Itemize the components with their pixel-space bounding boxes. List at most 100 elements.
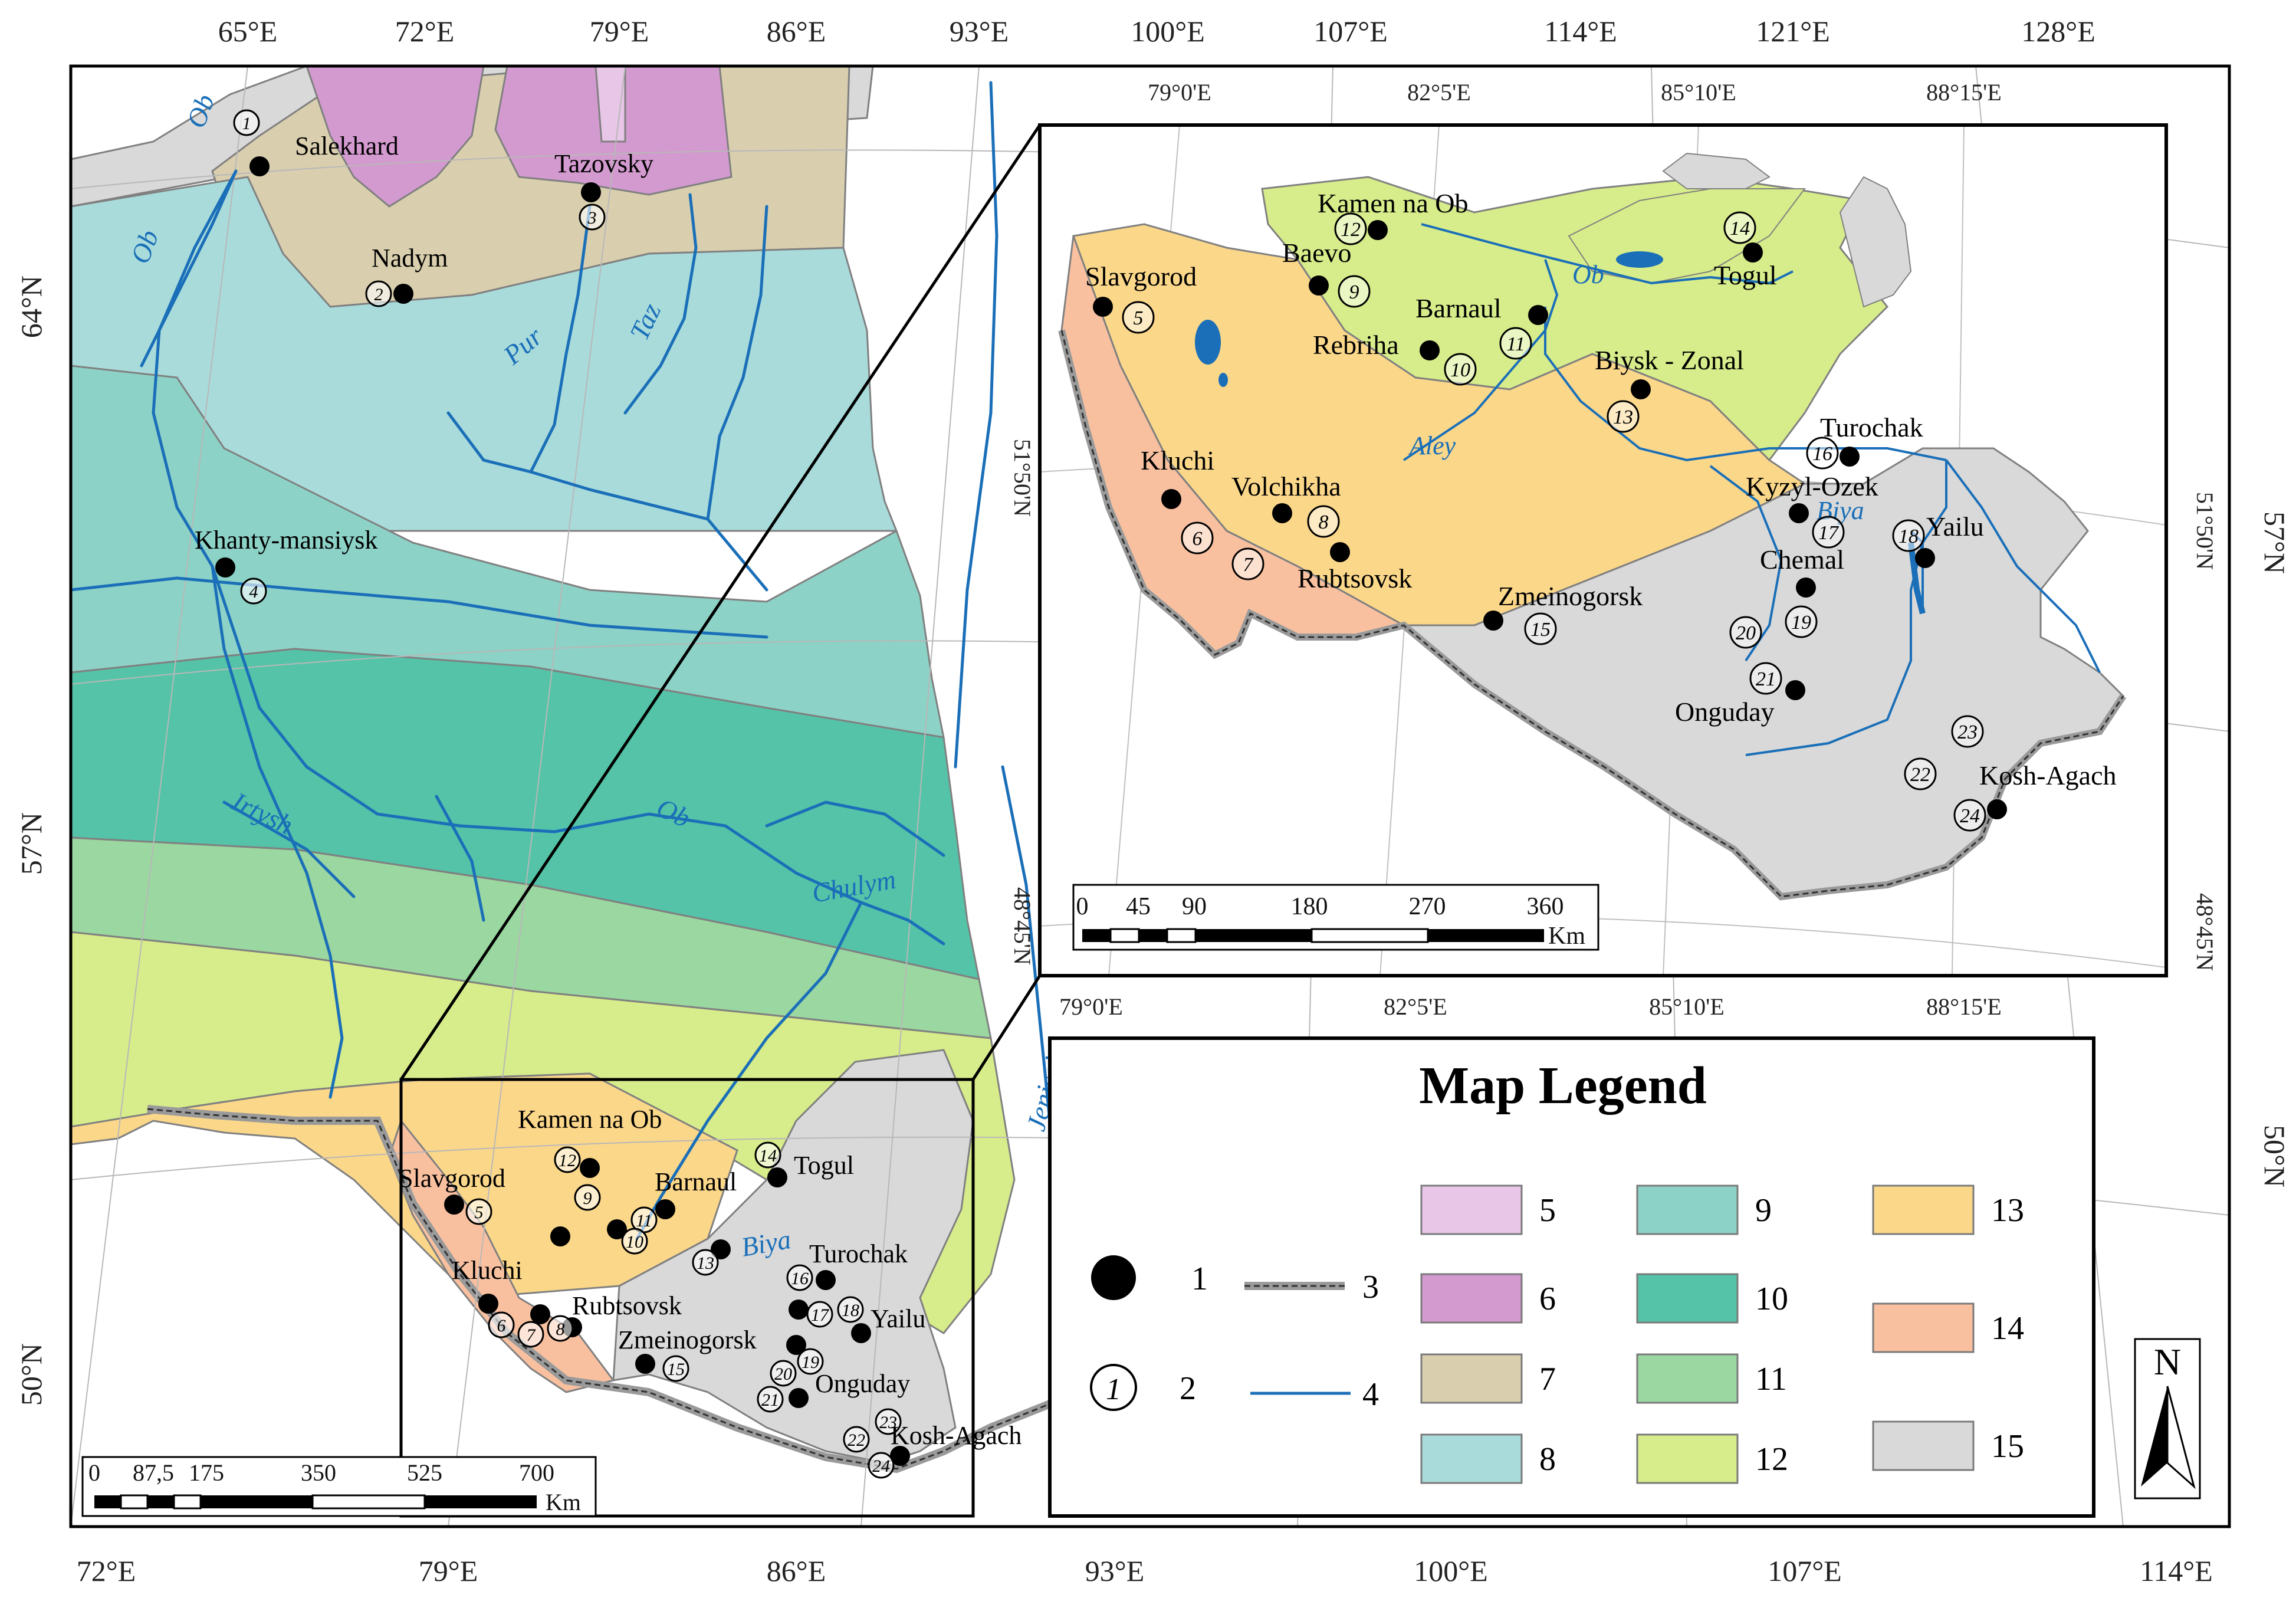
top-lon-label: 72°E <box>395 15 455 48</box>
place-number-circle <box>1231 547 1264 580</box>
bottom-lon-label: 107°E <box>1768 1554 1842 1587</box>
legend-swatch <box>1420 1353 1523 1404</box>
legend-label: 12 <box>1755 1441 1788 1478</box>
bottom-lon-label: 72°E <box>77 1554 136 1587</box>
legend-swatch <box>1872 1302 1975 1353</box>
inset-right-lat-label: 48°45'N <box>2192 893 2218 971</box>
inset-place: 13 Biysk - Zonal <box>1595 345 1744 433</box>
scale-tick-label: 350 <box>301 1459 336 1486</box>
place-number: 15 <box>667 1360 685 1379</box>
place-number-circle <box>754 1141 781 1169</box>
place-name: Yailu <box>1926 511 1984 542</box>
place-dot <box>1987 799 2007 819</box>
place-number: 6 <box>1193 528 1203 550</box>
main-place: 17 <box>789 1300 833 1328</box>
scale-tick-label: 525 <box>407 1459 442 1486</box>
place-number: 8 <box>1319 511 1329 533</box>
scale-unit: Km <box>546 1489 581 1515</box>
inset-place: 14 Togul <box>1714 211 1777 290</box>
place-dot <box>607 1219 627 1239</box>
place-number-circle <box>465 1198 492 1225</box>
inset-scale-tick-label: 0 <box>1076 893 1089 920</box>
north-arrow: N <box>2134 1338 2201 1499</box>
legend-label: 11 <box>1755 1361 1787 1397</box>
place-number-circle <box>1785 605 1818 638</box>
place-dot <box>635 1354 655 1374</box>
main-place: 18 Yailu <box>837 1296 925 1343</box>
place-dot <box>1272 503 1292 523</box>
place-name: Togul <box>794 1151 854 1180</box>
inset-top-lon-label: 79°0'E <box>1148 79 1211 106</box>
place-dot <box>1840 447 1860 467</box>
legend-item-class: 14 <box>1872 1302 2024 1353</box>
place-number-circle <box>621 1228 648 1255</box>
place-number-circle <box>240 577 267 605</box>
place-number: 24 <box>872 1456 890 1476</box>
main-place: Salekhard <box>249 132 399 176</box>
study-area-box <box>399 1078 975 1518</box>
place-number-circle <box>574 1184 601 1211</box>
place-name: Togul <box>1714 260 1777 290</box>
place-dot <box>1785 680 1805 700</box>
place-dot <box>1528 305 1548 325</box>
place-number-circle <box>1723 211 1756 244</box>
inset-top-lon-label: 88°15'E <box>1926 79 2002 106</box>
top-lon-label: 114°E <box>1544 15 1617 48</box>
place-dot <box>215 557 235 577</box>
zone-polygons <box>71 66 1016 1464</box>
place-number: 17 <box>811 1305 830 1325</box>
place-name: Volchikha <box>1231 471 1341 501</box>
place-number: 11 <box>636 1211 652 1231</box>
place-number: 5 <box>1134 307 1144 329</box>
legend-swatch <box>1636 1273 1739 1324</box>
place-number: 19 <box>1791 612 1811 634</box>
place-number-circle <box>554 1146 581 1173</box>
top-lon-label: 128°E <box>2021 15 2095 48</box>
place-dot <box>444 1195 464 1215</box>
inset-bottom-lon-label: 79°0'E <box>1059 993 1123 1020</box>
main-place: 21 <box>757 1386 784 1413</box>
legend-swatch <box>1636 1353 1739 1404</box>
place-name: Zmeinogorsk <box>618 1325 757 1354</box>
scale-tick-label: 700 <box>519 1459 554 1486</box>
place-number: 12 <box>559 1151 576 1170</box>
legend-item-class: 12 <box>1636 1433 1788 1484</box>
place-dot <box>1483 611 1503 631</box>
place-number-circle <box>488 1311 515 1338</box>
main-place: 3 Tazovsky <box>554 149 653 231</box>
place-number: 17 <box>1818 522 1840 544</box>
inset-top-lon-label: 82°5'E <box>1407 79 1471 106</box>
main-place: 8 Rubtsovsk <box>547 1291 682 1342</box>
place-number-circle <box>843 1426 870 1453</box>
place-dot <box>789 1300 809 1320</box>
top-lon-label: 93°E <box>950 15 1009 48</box>
place-dot <box>789 1388 809 1408</box>
bottom-lon-label: 100°E <box>1414 1554 1488 1587</box>
main-place: 12 Kamen na Ob <box>518 1105 662 1178</box>
bottom-lon-label: 114°E <box>2140 1554 2213 1587</box>
inset-place: 5 Slavgorod <box>1085 261 1197 334</box>
scale-tick-label: 87,5 <box>133 1459 174 1486</box>
legend-item-river-line: 4 <box>1250 1376 1379 1413</box>
place-number-circle <box>1122 301 1155 334</box>
main-place: 13 <box>692 1239 731 1276</box>
legend-item-class: 7 <box>1420 1353 1556 1404</box>
legend-item-class: 9 <box>1636 1184 1772 1235</box>
place-number-circle <box>1904 757 1937 790</box>
place-number-circle <box>770 1360 797 1387</box>
legend-swatch <box>1420 1433 1523 1484</box>
main-coordinate-labels: 65°E 72°E 79°E 86°E 93°E 100°E 107°E 114… <box>15 15 2291 1587</box>
place-number-circle <box>806 1301 833 1328</box>
place-number-circle <box>786 1264 813 1291</box>
place-number-circle <box>1524 612 1557 645</box>
place-dot <box>1420 340 1440 360</box>
place-dot <box>1789 503 1809 523</box>
legend-label: 7 <box>1539 1361 1556 1397</box>
inset-place: 9 Baevo <box>1282 238 1371 308</box>
place-name: Kluchi <box>1141 445 1214 475</box>
legend-item-class: 5 <box>1420 1184 1556 1235</box>
place-name: Onguday <box>1675 697 1775 727</box>
